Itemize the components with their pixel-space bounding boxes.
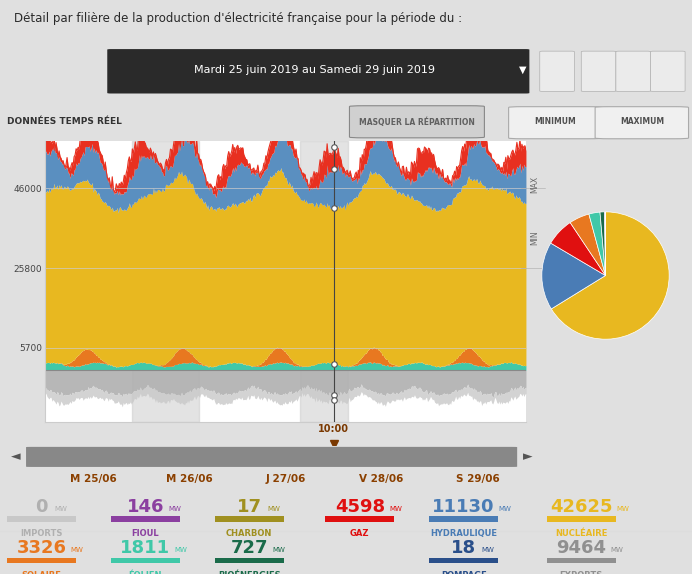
Text: CHARBON: CHARBON: [226, 529, 273, 538]
Text: ►: ►: [522, 451, 532, 463]
Text: DONNÉES TEMPS RÉEL: DONNÉES TEMPS RÉEL: [7, 118, 122, 126]
Text: MW: MW: [498, 506, 511, 512]
Text: 10:00: 10:00: [318, 424, 349, 435]
Wedge shape: [542, 243, 606, 309]
Text: MW: MW: [174, 548, 188, 553]
FancyBboxPatch shape: [616, 51, 650, 91]
Wedge shape: [589, 212, 606, 276]
Bar: [131, 141, 199, 422]
Text: GAZ: GAZ: [350, 529, 370, 538]
Text: M 25/06: M 25/06: [70, 474, 116, 484]
Text: MW: MW: [273, 548, 286, 553]
Text: POMPAGE: POMPAGE: [441, 571, 486, 574]
Text: M 26/06: M 26/06: [166, 474, 212, 484]
Text: Détail par filière de la production d'électricité française pour la période du :: Détail par filière de la production d'él…: [14, 13, 462, 25]
Text: MW: MW: [482, 548, 495, 553]
FancyBboxPatch shape: [650, 51, 685, 91]
Text: FIOUL: FIOUL: [131, 529, 159, 538]
Text: 3326: 3326: [17, 540, 66, 557]
Text: MW: MW: [169, 506, 182, 512]
Text: HYDRAULIQUE: HYDRAULIQUE: [430, 529, 497, 538]
FancyBboxPatch shape: [429, 558, 498, 563]
FancyBboxPatch shape: [215, 516, 284, 522]
Wedge shape: [552, 212, 669, 339]
Text: J 27/06: J 27/06: [265, 474, 306, 484]
Text: SOLAIRE: SOLAIRE: [21, 571, 62, 574]
Text: 9464: 9464: [556, 540, 606, 557]
Text: 18: 18: [451, 540, 476, 557]
Text: EXPORTS: EXPORTS: [560, 571, 603, 574]
Text: MASQUER LA RÉPARTITION: MASQUER LA RÉPARTITION: [359, 117, 475, 127]
Text: MINIMUM: MINIMUM: [534, 118, 576, 126]
FancyBboxPatch shape: [547, 558, 616, 563]
Text: MW: MW: [71, 548, 84, 553]
FancyBboxPatch shape: [215, 558, 284, 563]
FancyBboxPatch shape: [7, 558, 76, 563]
Wedge shape: [600, 212, 606, 276]
Text: S 29/06: S 29/06: [456, 474, 500, 484]
FancyBboxPatch shape: [107, 49, 529, 94]
FancyBboxPatch shape: [111, 558, 180, 563]
Text: NUCLÉAIRE: NUCLÉAIRE: [555, 529, 608, 538]
FancyBboxPatch shape: [349, 106, 484, 138]
Text: 146: 146: [127, 498, 164, 516]
Text: Mardi 25 juin 2019 au Samedi 29 juin 2019: Mardi 25 juin 2019 au Samedi 29 juin 201…: [194, 65, 435, 75]
Text: MAXIMUM: MAXIMUM: [620, 118, 664, 126]
Text: ◄: ◄: [11, 451, 21, 463]
Bar: [300, 141, 348, 422]
FancyBboxPatch shape: [429, 516, 498, 522]
Text: 17: 17: [237, 498, 262, 516]
Text: 4598: 4598: [335, 498, 385, 516]
Text: 0: 0: [35, 498, 48, 516]
Text: ÉOLIEN: ÉOLIEN: [129, 571, 162, 574]
FancyBboxPatch shape: [540, 51, 574, 91]
Text: MW: MW: [389, 506, 402, 512]
Text: 727: 727: [230, 540, 268, 557]
Text: MW: MW: [54, 506, 67, 512]
FancyBboxPatch shape: [509, 107, 602, 139]
Text: MIN: MIN: [531, 230, 540, 245]
Text: 11130: 11130: [432, 498, 495, 516]
Text: MW: MW: [610, 548, 623, 553]
Text: ▼: ▼: [519, 65, 526, 75]
Wedge shape: [551, 223, 606, 276]
FancyBboxPatch shape: [595, 107, 689, 139]
Text: MAX: MAX: [531, 176, 540, 193]
FancyBboxPatch shape: [547, 516, 616, 522]
FancyBboxPatch shape: [325, 516, 394, 522]
Text: MW: MW: [616, 506, 629, 512]
Text: IMPORTS: IMPORTS: [20, 529, 63, 538]
FancyBboxPatch shape: [581, 51, 616, 91]
Text: V 28/06: V 28/06: [359, 474, 404, 484]
Text: 42625: 42625: [550, 498, 612, 516]
FancyBboxPatch shape: [111, 516, 180, 522]
Text: MW: MW: [267, 506, 280, 512]
Text: BIOÉNERGIES: BIOÉNERGIES: [218, 571, 280, 574]
Wedge shape: [570, 214, 606, 276]
Wedge shape: [605, 212, 606, 276]
Text: 1811: 1811: [120, 540, 170, 557]
FancyBboxPatch shape: [7, 516, 76, 522]
FancyBboxPatch shape: [26, 447, 517, 467]
